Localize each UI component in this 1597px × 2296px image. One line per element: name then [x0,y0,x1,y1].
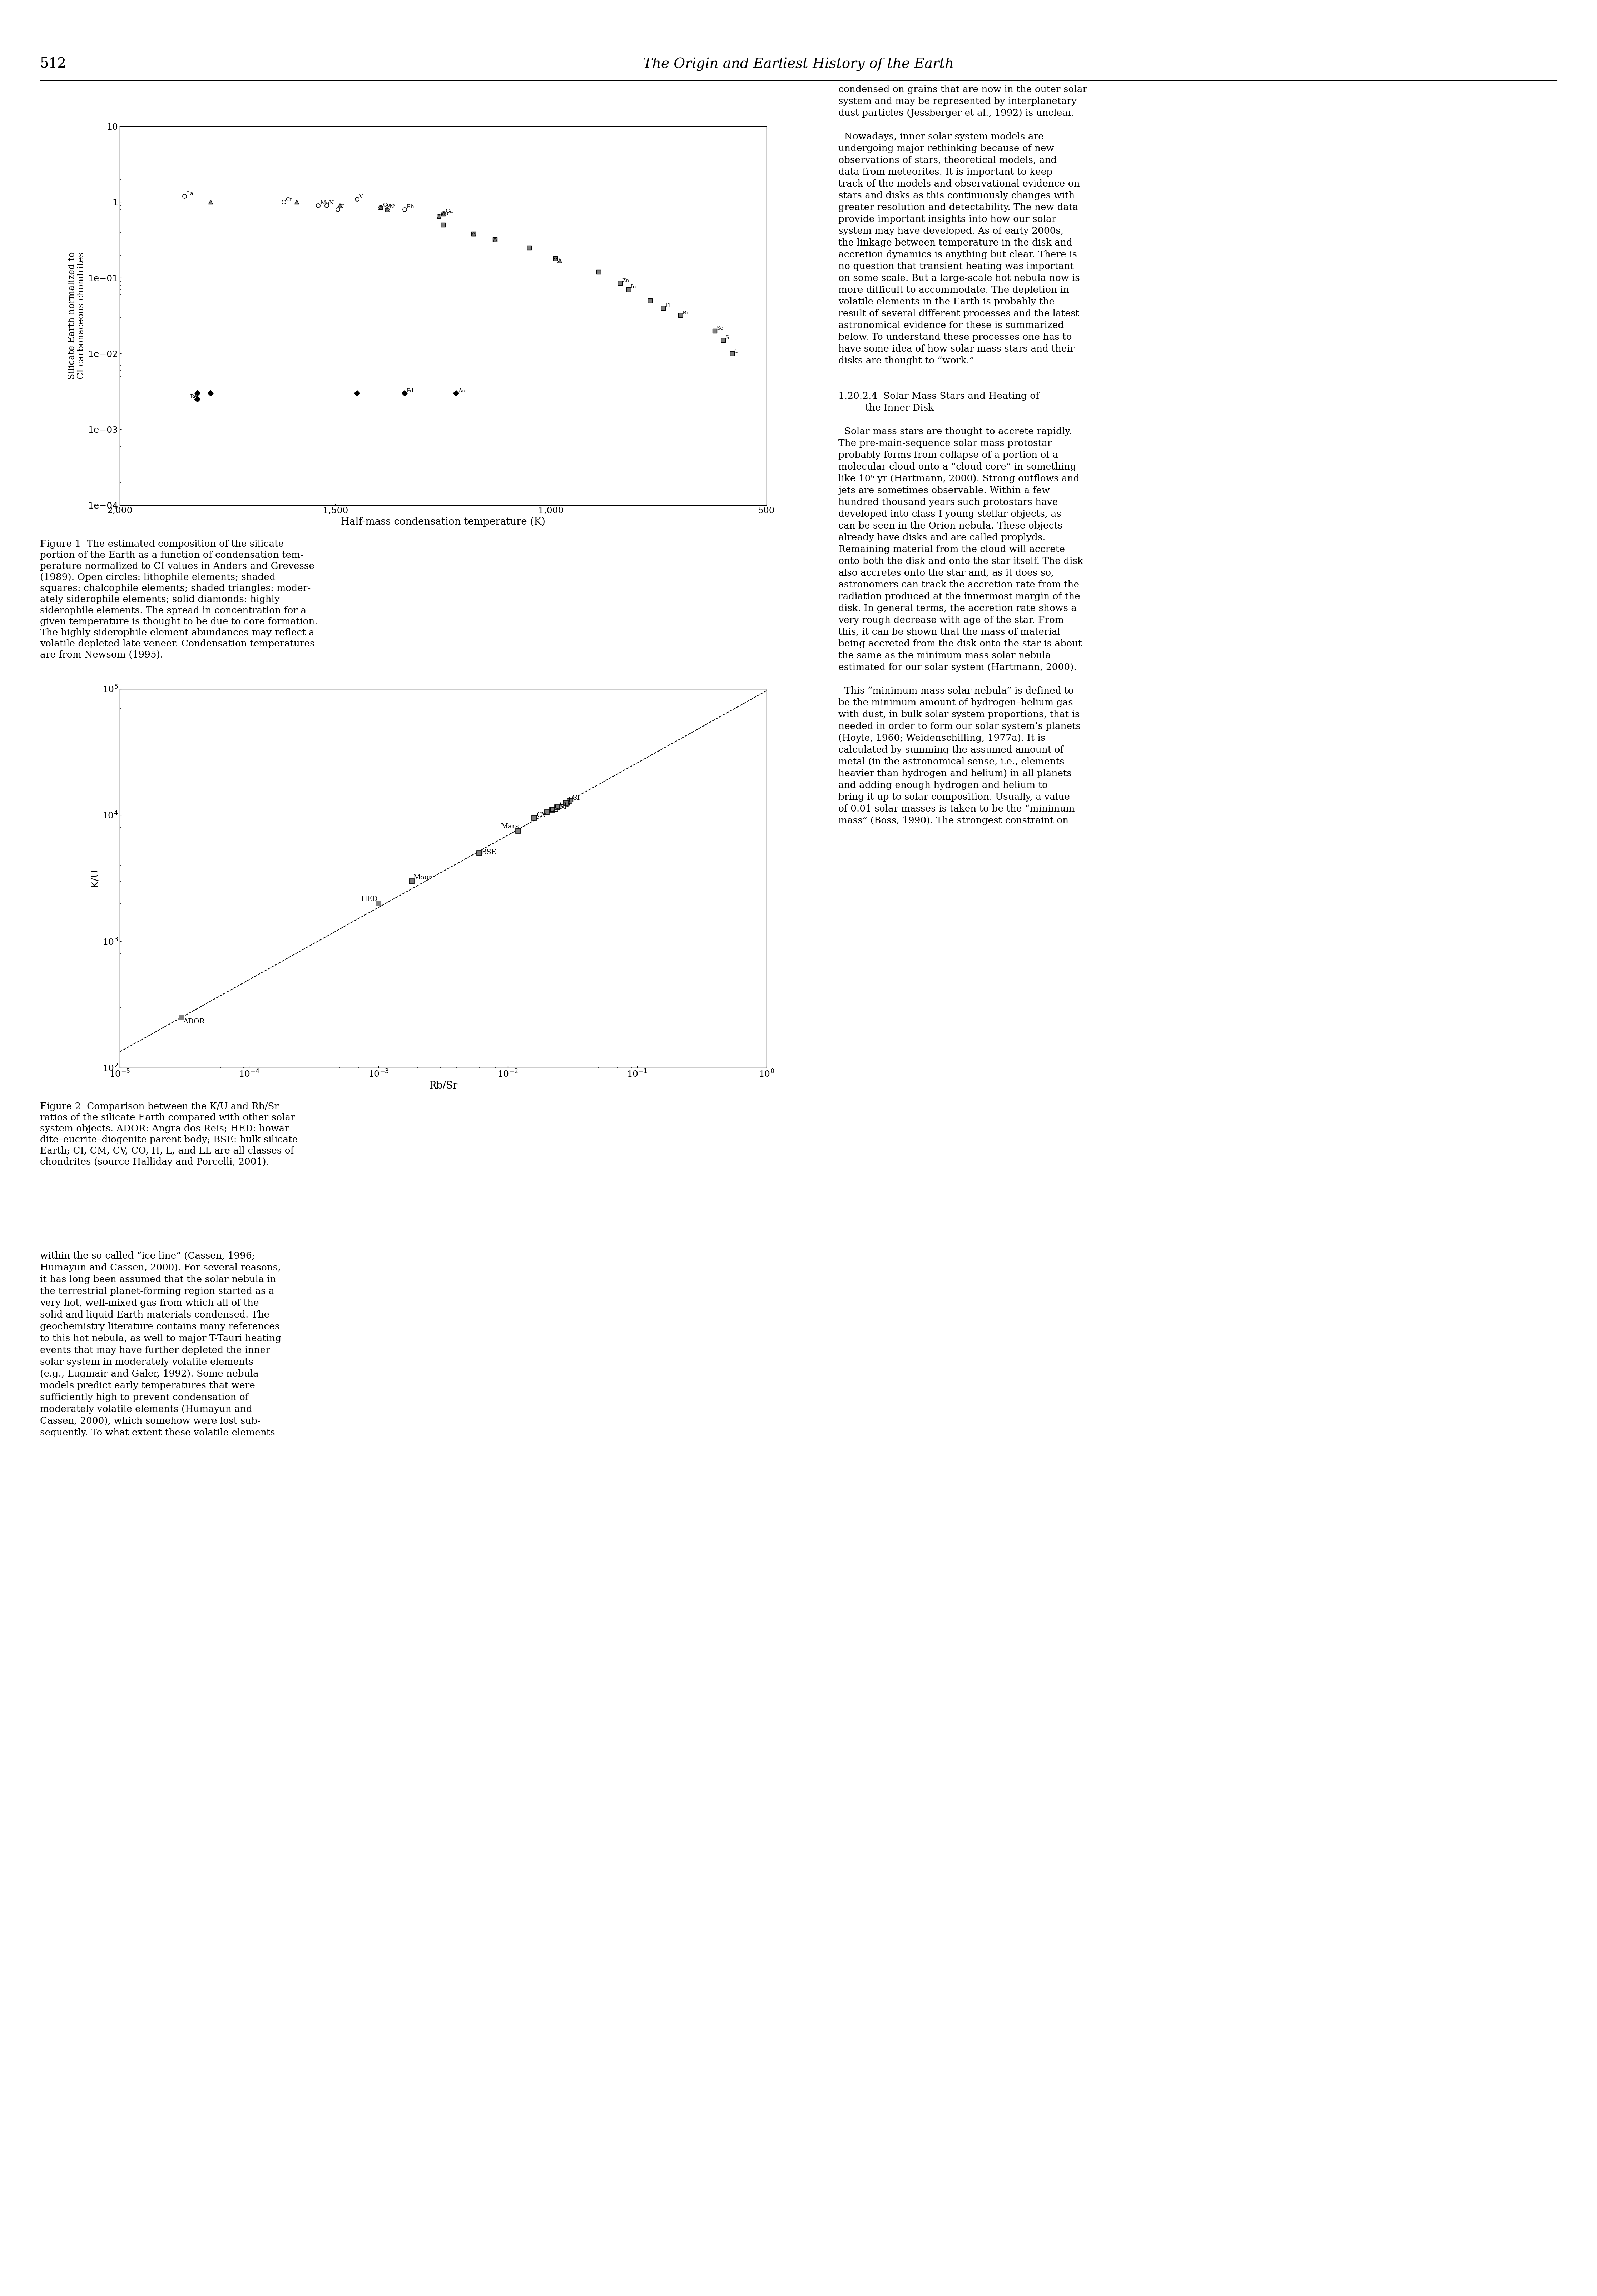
Text: 512: 512 [40,57,67,71]
Text: Moon: Moon [414,875,433,882]
Text: C: C [735,349,738,354]
Text: Figure 2  Comparison between the K/U and Rb/Sr
ratios of the silicate Earth comp: Figure 2 Comparison between the K/U and … [40,1102,297,1166]
X-axis label: Rb/Sr: Rb/Sr [430,1081,457,1091]
Text: Na: Na [329,200,337,207]
Text: Rb: Rb [406,204,414,209]
Text: LL: LL [549,806,559,813]
Text: Mars: Mars [501,824,519,829]
Text: Au: Au [458,388,466,393]
Text: Ni: Ni [390,204,396,209]
Text: Tl: Tl [664,303,671,308]
Text: Figure 1  The estimated composition of the silicate
portion of the Earth as a fu: Figure 1 The estimated composition of th… [40,540,318,659]
Y-axis label: K/U: K/U [91,868,101,889]
Text: Ga: Ga [446,209,452,214]
Text: H: H [569,797,575,804]
Text: Pd: Pd [406,388,414,393]
Text: CM: CM [554,804,567,810]
Text: Bi: Bi [682,310,688,315]
Text: ADOR: ADOR [184,1019,204,1024]
Text: Zn: Zn [621,278,629,282]
Text: Cr: Cr [286,197,292,202]
Y-axis label: Silicate Earth normalized to
CI carbonaceous chondrites: Silicate Earth normalized to CI carbonac… [67,253,86,379]
Text: In: In [631,285,636,289]
Text: The Origin and Earliest History of the Earth: The Origin and Earliest History of the E… [644,57,953,71]
Text: S: S [725,335,730,340]
Text: La: La [187,191,193,195]
Text: Cu: Cu [441,211,449,216]
Text: BSE: BSE [482,850,497,856]
Text: Co: Co [383,202,390,207]
X-axis label: Half-mass condensation temperature (K): Half-mass condensation temperature (K) [342,517,545,526]
Text: V: V [359,193,363,200]
Text: HED: HED [361,895,378,902]
Text: CI: CI [572,794,580,801]
Text: Se: Se [717,326,723,331]
Text: Mn: Mn [319,200,329,207]
Text: K: K [340,204,343,209]
Text: CO: CO [559,801,570,808]
Text: Re: Re [190,395,198,400]
Text: within the so-called “ice line” (Cassen, 1996;
Humayun and Cassen, 2000). For se: within the so-called “ice line” (Cassen,… [40,1251,281,1437]
Text: condensed on grains that are now in the outer solar
system and may be represente: condensed on grains that are now in the … [838,85,1088,824]
Text: CV: CV [537,813,548,817]
